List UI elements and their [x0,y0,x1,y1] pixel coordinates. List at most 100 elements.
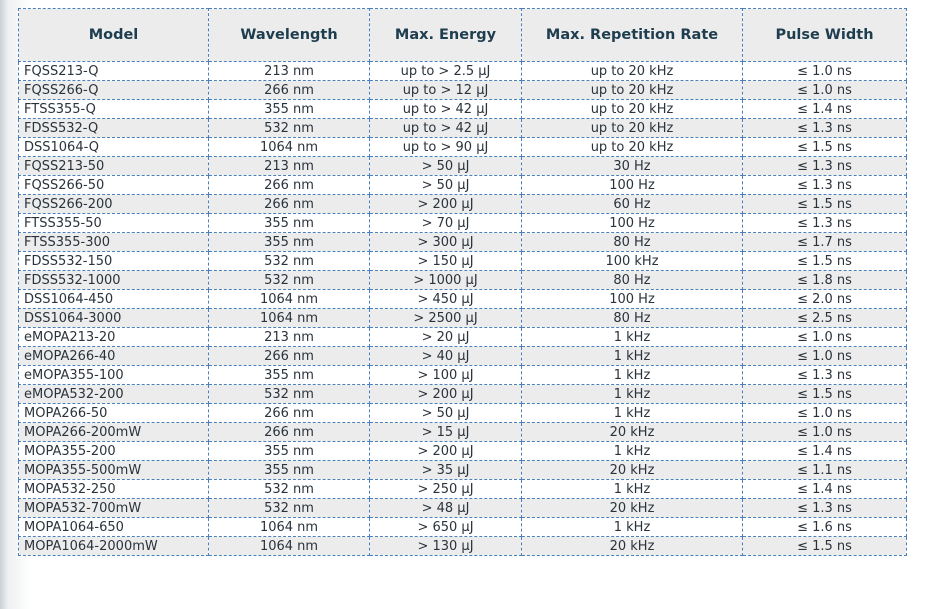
table-row: MOPA532-700mW 532 nm > 48 µJ 20 kHz ≤ 1.3 ns [18,498,907,518]
table-row: MOPA1064-650 1064 nm > 650 µJ 1 kHz ≤ 1.6 ns [18,517,907,537]
cell-model: MOPA355-200 [18,441,209,461]
cell-pulse-width: ≤ 1.3 ns [742,156,907,176]
cell-wavelength: 355 nm [208,99,370,119]
cell-max-repetition-rate: up to 20 kHz [521,99,743,119]
cell-max-repetition-rate: 100 Hz [521,175,743,195]
cell-wavelength: 532 nm [208,270,370,290]
cell-max-energy: > 1000 µJ [369,270,522,290]
cell-max-energy: > 50 µJ [369,403,522,423]
cell-pulse-width: ≤ 1.5 ns [742,536,907,556]
header-row: Model Wavelength Max. Energy Max. Repeti… [18,8,907,62]
cell-pulse-width: ≤ 1.4 ns [742,99,907,119]
table-body: FQSS213-Q 213 nm up to > 2.5 µJ up to 20 kH… [18,61,907,556]
cell-wavelength: 532 nm [208,479,370,499]
cell-wavelength: 266 nm [208,194,370,214]
table-row: FTSS355-300 355 nm > 300 µJ 80 Hz ≤ 1.7 ns [18,232,907,252]
cell-model: MOPA266-50 [18,403,209,423]
cell-wavelength: 1064 nm [208,289,370,309]
cell-max-energy: > 100 µJ [369,365,522,385]
cell-max-repetition-rate: 20 kHz [521,498,743,518]
cell-max-repetition-rate: 80 Hz [521,308,743,328]
cell-pulse-width: ≤ 1.3 ns [742,498,907,518]
cell-max-repetition-rate: 1 kHz [521,365,743,385]
cell-pulse-width: ≤ 1.3 ns [742,213,907,233]
cell-model: MOPA1064-650 [18,517,209,537]
cell-max-repetition-rate: up to 20 kHz [521,61,743,81]
cell-model: FQSS266-200 [18,194,209,214]
table-row: MOPA266-50 266 nm > 50 µJ 1 kHz ≤ 1.0 ns [18,403,907,423]
table-row: eMOPA532-200 532 nm > 200 µJ 1 kHz ≤ 1.5 ns [18,384,907,404]
cell-model: DSS1064-450 [18,289,209,309]
column-header-wavelength: Wavelength [208,8,370,62]
table-row: FDSS532-150 532 nm > 150 µJ 100 kHz ≤ 1.5 ns [18,251,907,271]
cell-wavelength: 355 nm [208,213,370,233]
table-row: FTSS355-50 355 nm > 70 µJ 100 Hz ≤ 1.3 ns [18,213,907,233]
cell-max-energy: > 50 µJ [369,175,522,195]
table-row: eMOPA355-100 355 nm > 100 µJ 1 kHz ≤ 1.3 ns [18,365,907,385]
table-row: FDSS532-1000 532 nm > 1000 µJ 80 Hz ≤ 1.8 ns [18,270,907,290]
laser-specs-table: Model Wavelength Max. Energy Max. Repeti… [18,8,907,556]
cell-max-repetition-rate: 1 kHz [521,479,743,499]
cell-wavelength: 355 nm [208,460,370,480]
cell-max-energy: > 150 µJ [369,251,522,271]
table-row: DSS1064-Q 1064 nm up to > 90 µJ up to 20 kH… [18,137,907,157]
cell-max-energy: > 200 µJ [369,194,522,214]
cell-max-repetition-rate: 20 kHz [521,422,743,442]
cell-pulse-width: ≤ 1.0 ns [742,403,907,423]
cell-max-energy: > 35 µJ [369,460,522,480]
cell-max-repetition-rate: 1 kHz [521,403,743,423]
table-row: MOPA1064-2000mW 1064 nm > 130 µJ 20 kHz ≤ 1.… [18,536,907,556]
cell-pulse-width: ≤ 2.0 ns [742,289,907,309]
cell-model: MOPA532-250 [18,479,209,499]
cell-max-repetition-rate: up to 20 kHz [521,118,743,138]
cell-max-repetition-rate: 1 kHz [521,327,743,347]
cell-max-energy: up to > 12 µJ [369,80,522,100]
cell-pulse-width: ≤ 1.3 ns [742,365,907,385]
cell-model: eMOPA532-200 [18,384,209,404]
cell-pulse-width: ≤ 1.3 ns [742,175,907,195]
cell-wavelength: 266 nm [208,422,370,442]
cell-max-energy: > 15 µJ [369,422,522,442]
cell-max-energy: up to > 42 µJ [369,118,522,138]
cell-wavelength: 1064 nm [208,308,370,328]
cell-pulse-width: ≤ 1.8 ns [742,270,907,290]
cell-max-repetition-rate: 100 Hz [521,213,743,233]
table-row: MOPA266-200mW 266 nm > 15 µJ 20 kHz ≤ 1.0 ns [18,422,907,442]
cell-pulse-width: ≤ 1.0 ns [742,80,907,100]
cell-pulse-width: ≤ 1.0 ns [742,422,907,442]
table-row: FTSS355-Q 355 nm up to > 42 µJ up to 20 kHz… [18,99,907,119]
table-row: FQSS213-50 213 nm > 50 µJ 30 Hz ≤ 1.3 ns [18,156,907,176]
cell-max-energy: up to > 42 µJ [369,99,522,119]
cell-model: FQSS213-50 [18,156,209,176]
cell-wavelength: 355 nm [208,232,370,252]
cell-pulse-width: ≤ 1.0 ns [742,327,907,347]
cell-model: DSS1064-Q [18,137,209,157]
cell-max-energy: > 300 µJ [369,232,522,252]
cell-pulse-width: ≤ 1.7 ns [742,232,907,252]
cell-max-repetition-rate: up to 20 kHz [521,80,743,100]
cell-wavelength: 532 nm [208,118,370,138]
cell-max-repetition-rate: up to 20 kHz [521,137,743,157]
table-row: eMOPA213-20 213 nm > 20 µJ 1 kHz ≤ 1.0 ns [18,327,907,347]
cell-pulse-width: ≤ 1.5 ns [742,137,907,157]
cell-model: FQSS266-50 [18,175,209,195]
cell-wavelength: 532 nm [208,251,370,271]
cell-max-energy: > 650 µJ [369,517,522,537]
cell-model: FDSS532-1000 [18,270,209,290]
cell-wavelength: 266 nm [208,403,370,423]
column-header-max-repetition-rate: Max. Repetition Rate [521,8,743,62]
cell-max-energy: > 2500 µJ [369,308,522,328]
table-row: FQSS266-200 266 nm > 200 µJ 60 Hz ≤ 1.5 ns [18,194,907,214]
cell-wavelength: 213 nm [208,156,370,176]
cell-max-repetition-rate: 1 kHz [521,384,743,404]
table-row: DSS1064-450 1064 nm > 450 µJ 100 Hz ≤ 2.0 ns [18,289,907,309]
cell-wavelength: 266 nm [208,80,370,100]
cell-wavelength: 532 nm [208,498,370,518]
cell-max-repetition-rate: 80 Hz [521,232,743,252]
cell-max-repetition-rate: 1 kHz [521,517,743,537]
cell-max-repetition-rate: 1 kHz [521,346,743,366]
cell-model: FDSS532-Q [18,118,209,138]
cell-pulse-width: ≤ 1.3 ns [742,118,907,138]
cell-model: FDSS532-150 [18,251,209,271]
cell-wavelength: 355 nm [208,365,370,385]
